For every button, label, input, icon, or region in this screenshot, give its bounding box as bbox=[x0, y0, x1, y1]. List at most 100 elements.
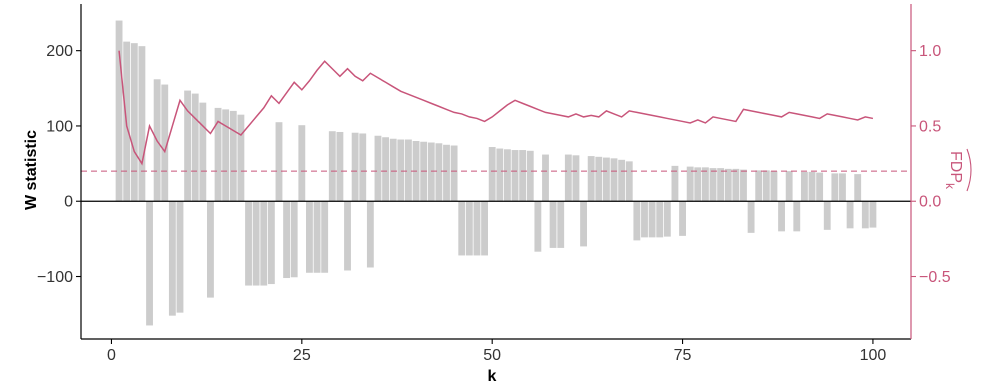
w-bar bbox=[869, 201, 877, 228]
w-bar bbox=[778, 201, 785, 232]
w-bar bbox=[717, 168, 725, 202]
w-bar bbox=[854, 174, 862, 202]
w-bar bbox=[229, 110, 237, 202]
w-bar bbox=[374, 135, 382, 202]
w-bar bbox=[191, 93, 199, 202]
x-axis-title: k bbox=[488, 368, 497, 385]
w-bar bbox=[602, 157, 610, 202]
x-tick-label: 25 bbox=[293, 347, 311, 364]
w-bar bbox=[686, 166, 694, 202]
x-tick-label: 50 bbox=[483, 347, 501, 364]
w-bar bbox=[283, 201, 291, 279]
w-bar bbox=[816, 172, 824, 202]
w-bar bbox=[526, 150, 534, 202]
w-bar bbox=[564, 154, 572, 202]
y-axis-title: W statistic bbox=[23, 130, 40, 210]
w-bar bbox=[618, 159, 626, 202]
w-bar bbox=[481, 201, 488, 256]
w-bar bbox=[130, 43, 138, 202]
w-bar bbox=[161, 84, 169, 202]
svg-text:FDPk: FDPk bbox=[943, 151, 964, 190]
w-bar bbox=[298, 125, 306, 202]
w-bar bbox=[222, 109, 230, 202]
w-bar bbox=[237, 114, 245, 202]
w-bar bbox=[542, 154, 549, 202]
w-bar bbox=[511, 150, 519, 202]
y-tick-label: 200 bbox=[46, 43, 73, 60]
w-bar bbox=[313, 201, 321, 273]
x-tick-label: 0 bbox=[107, 347, 116, 364]
w-bar bbox=[846, 201, 854, 229]
w-bar bbox=[321, 201, 329, 273]
w-bar bbox=[808, 171, 816, 202]
w-bar bbox=[549, 201, 557, 248]
w-bar bbox=[839, 173, 846, 202]
w-bar bbox=[344, 201, 351, 271]
w-bar bbox=[260, 201, 268, 286]
w-bar bbox=[427, 142, 435, 202]
w-bar bbox=[587, 156, 595, 202]
w-bar bbox=[762, 170, 770, 202]
w-bar bbox=[694, 167, 702, 202]
w-bar bbox=[648, 201, 656, 238]
y2-axis-title: FDPk bbox=[943, 148, 972, 192]
w-bar bbox=[504, 149, 511, 202]
w-bar bbox=[488, 147, 496, 202]
y-tick-label: 0 bbox=[64, 194, 73, 211]
w-bar bbox=[496, 148, 504, 202]
w-bar bbox=[290, 201, 298, 278]
w-bar bbox=[306, 201, 313, 273]
w-bar bbox=[267, 201, 275, 285]
y-tick-label: 100 bbox=[46, 118, 73, 135]
w-bar bbox=[861, 201, 869, 229]
w-bar bbox=[557, 201, 565, 248]
w-bar bbox=[701, 167, 709, 202]
fdp-line bbox=[118, 50, 874, 166]
x-tick-label: 100 bbox=[860, 347, 887, 364]
w-bar bbox=[595, 156, 603, 202]
w-bar bbox=[770, 171, 778, 202]
w-bar bbox=[633, 201, 641, 241]
w-bar bbox=[732, 168, 740, 202]
y2-tick-label: 0.5 bbox=[919, 118, 941, 135]
w-bar bbox=[785, 171, 793, 202]
w-bar bbox=[519, 150, 527, 202]
y2-tick-label: −0.5 bbox=[919, 269, 951, 286]
w-bar bbox=[168, 201, 176, 316]
w-bar bbox=[473, 201, 481, 256]
w-bar bbox=[176, 201, 184, 313]
w-bar bbox=[740, 169, 747, 202]
w-bar bbox=[214, 107, 222, 202]
w-bar bbox=[207, 201, 214, 298]
w-bar bbox=[359, 133, 367, 202]
w-bar bbox=[656, 201, 664, 238]
x-tick-label: 75 bbox=[674, 347, 692, 364]
w-bar bbox=[823, 201, 831, 230]
w-bar bbox=[724, 168, 732, 202]
w-bar bbox=[443, 144, 450, 202]
w-bar bbox=[450, 145, 458, 202]
w-bar bbox=[572, 155, 580, 202]
w-bar bbox=[351, 132, 359, 202]
w-bar bbox=[252, 201, 260, 286]
w-bar bbox=[465, 201, 473, 256]
w-bar bbox=[328, 131, 336, 202]
w-bar bbox=[747, 201, 755, 233]
w-bar bbox=[115, 20, 123, 202]
y2-tick-label: 1.0 bbox=[919, 43, 941, 60]
w-bar bbox=[397, 139, 405, 202]
w-bar bbox=[458, 201, 466, 256]
y2-axis-title-hat bbox=[966, 148, 972, 192]
w-bar bbox=[534, 201, 542, 252]
w-bar bbox=[435, 143, 443, 202]
w-bar bbox=[679, 201, 686, 236]
w-bar bbox=[275, 122, 283, 202]
ticks-layer: 0 25 50 75 100 −100 0 100 200 −0.5 0.0 0.5 1.0 bbox=[37, 43, 951, 364]
y-tick-label: −100 bbox=[37, 269, 73, 286]
w-bar bbox=[405, 139, 412, 202]
bars-layer bbox=[115, 20, 877, 326]
w-bar bbox=[580, 201, 587, 247]
w-bar bbox=[641, 201, 648, 238]
y2-axis-title-main: FDP bbox=[947, 151, 964, 183]
w-bar bbox=[663, 201, 671, 237]
